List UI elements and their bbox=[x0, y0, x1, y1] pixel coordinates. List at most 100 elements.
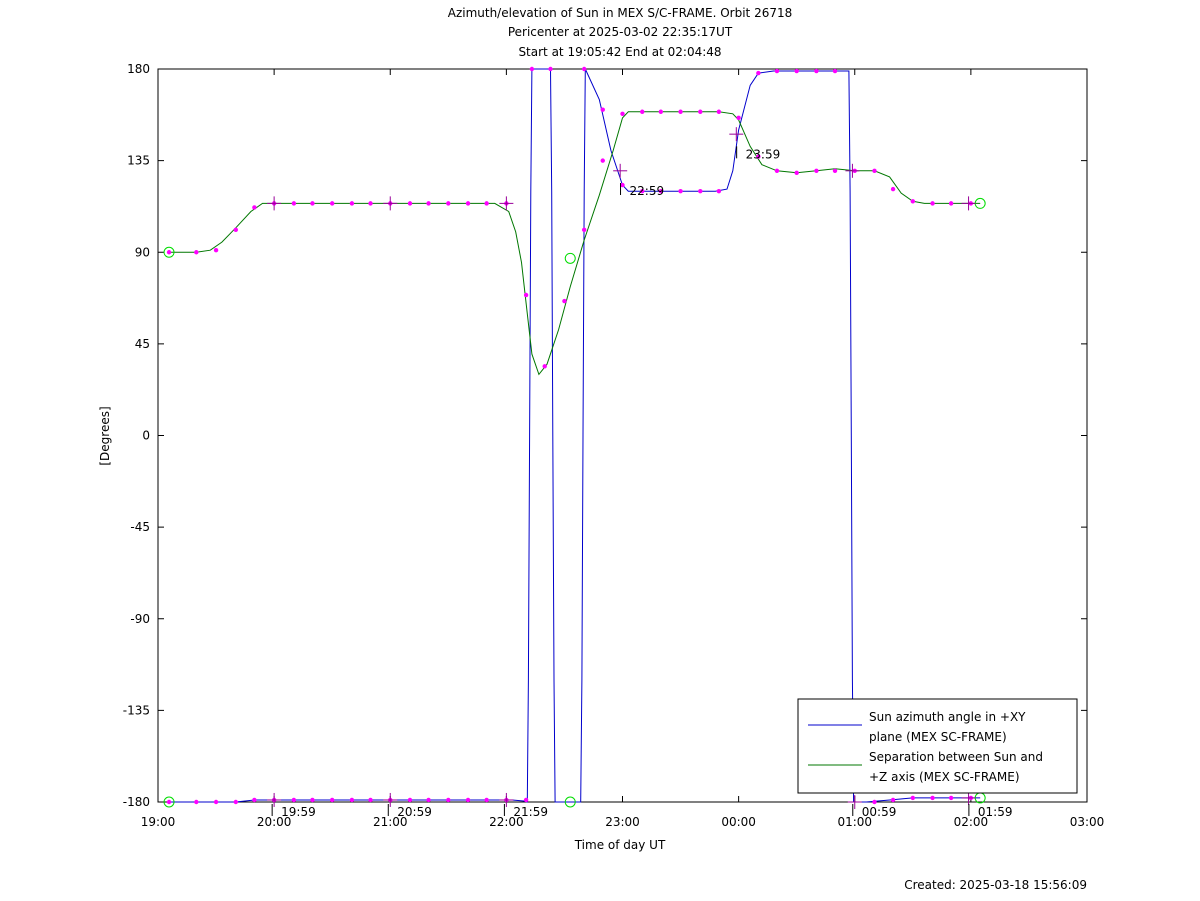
y-tick-label-7: -135 bbox=[123, 703, 150, 717]
series-0-endpoint-1 bbox=[564, 796, 576, 808]
series-0-point-23 bbox=[620, 182, 625, 188]
series-0-point-35 bbox=[890, 797, 896, 803]
series-1-point-16 bbox=[484, 201, 489, 206]
series-0-point-8 bbox=[329, 797, 335, 803]
series-0-point-32 bbox=[814, 68, 819, 74]
series-0-point-30 bbox=[774, 68, 780, 74]
y-tick-label-4: 0 bbox=[142, 429, 150, 443]
series-0-endpoint-0 bbox=[163, 796, 175, 808]
annotation-label-5: 00:59 bbox=[862, 805, 897, 819]
series-1-point-32 bbox=[794, 170, 799, 176]
x-tick-label-4: 23:00 bbox=[605, 815, 640, 829]
series-layer bbox=[163, 66, 986, 809]
series-0-point-10 bbox=[368, 797, 373, 803]
series-1-point-20 bbox=[562, 298, 567, 304]
plot-frame bbox=[157, 68, 1088, 803]
series-0-point-3 bbox=[233, 799, 239, 805]
series-0-point-1 bbox=[194, 799, 199, 805]
series-0-point-18 bbox=[523, 797, 529, 803]
x-tick-label-1: 20:00 bbox=[257, 815, 292, 829]
series-1-point-39 bbox=[930, 201, 935, 206]
y-tick-label-0: 180 bbox=[127, 62, 150, 76]
annotation-label-1: 20:59 bbox=[397, 805, 432, 819]
series-0-point-37 bbox=[930, 795, 935, 801]
series-1-point-3 bbox=[233, 227, 239, 233]
x-tick-label-5: 00:00 bbox=[721, 815, 756, 829]
series-0-point-16 bbox=[484, 797, 489, 803]
y-tick-label-5: -45 bbox=[130, 520, 150, 534]
series-line-1 bbox=[169, 111, 981, 376]
series-1-point-13 bbox=[426, 201, 431, 206]
series-1-point-38 bbox=[910, 199, 916, 204]
series-0-point-19 bbox=[529, 66, 535, 72]
series-0-point-13 bbox=[426, 797, 431, 803]
series-1-point-9 bbox=[349, 201, 355, 206]
x-tick-label-6: 01:00 bbox=[837, 815, 872, 829]
series-1-point-8 bbox=[329, 201, 335, 206]
annotation-label-6: 01:59 bbox=[978, 805, 1013, 819]
x-axis-label: Time of day UT bbox=[574, 838, 666, 852]
annotation-label-2: 21:59 bbox=[513, 805, 548, 819]
series-1-point-2 bbox=[213, 248, 219, 253]
series-0-point-15 bbox=[465, 797, 471, 803]
x-tick-label-8: 03:00 bbox=[1070, 815, 1105, 829]
y-tick-label-2: 90 bbox=[135, 245, 150, 259]
legend-label-1-1: +Z axis (MEX SC-FRAME) bbox=[869, 770, 1020, 784]
legend-box bbox=[797, 698, 1078, 794]
series-0-point-7 bbox=[310, 797, 315, 803]
series-1-point-23 bbox=[620, 111, 625, 116]
series-1-point-1 bbox=[194, 250, 199, 255]
series-0-point-0 bbox=[166, 799, 172, 805]
legend-label-0-1: plane (MEX SC-FRAME) bbox=[869, 730, 1007, 744]
series-1-point-25 bbox=[658, 109, 664, 114]
series-0-point-38 bbox=[948, 795, 954, 801]
chart-title: Azimuth/elevation of Sun in MEX S/C-FRAM… bbox=[448, 6, 793, 59]
series-1-point-40 bbox=[948, 201, 954, 206]
series-0-point-26 bbox=[678, 188, 683, 194]
series-0-point-6 bbox=[291, 797, 297, 803]
annotation-label-0: 19:59 bbox=[281, 805, 316, 819]
series-0-point-31 bbox=[794, 68, 799, 74]
title-line-3: Start at 19:05:42 End at 02:04:48 bbox=[518, 45, 721, 59]
series-0-point-27 bbox=[698, 188, 703, 194]
legend: Sun azimuth angle in +XY plane (MEX SC-FR… bbox=[797, 698, 1078, 794]
series-1-point-18 bbox=[523, 292, 529, 298]
series-1-point-22 bbox=[600, 158, 605, 163]
y-axis-label: [Degrees] bbox=[98, 406, 112, 465]
series-1-point-15 bbox=[465, 201, 471, 206]
series-1-point-0 bbox=[166, 250, 172, 255]
legend-label-1-0: Separation between Sun and bbox=[869, 750, 1043, 764]
title-line-2: Pericenter at 2025-03-02 22:35:17UT bbox=[508, 25, 733, 39]
series-0-point-14 bbox=[446, 797, 451, 803]
series-1-point-10 bbox=[368, 201, 373, 206]
series-0-point-36 bbox=[910, 795, 916, 801]
series-1-point-19 bbox=[542, 364, 547, 369]
y-tick-label-6: -90 bbox=[130, 612, 150, 626]
series-1-point-36 bbox=[872, 168, 877, 174]
series-1-endpoint-0 bbox=[163, 246, 175, 258]
x-tick-label-2: 21:00 bbox=[373, 815, 408, 829]
series-line-0 bbox=[169, 68, 981, 803]
series-0-point-22 bbox=[600, 107, 605, 112]
series-0-point-20 bbox=[548, 66, 553, 72]
series-0-point-4 bbox=[252, 797, 257, 803]
annotation-label-4: 23:59 bbox=[746, 147, 781, 161]
y-tick-label-1: 135 bbox=[127, 154, 150, 168]
series-0-point-9 bbox=[349, 797, 355, 803]
x-tick-label-7: 02:00 bbox=[954, 815, 989, 829]
y-tick-label-3: 45 bbox=[135, 337, 150, 351]
series-0-point-12 bbox=[407, 797, 413, 803]
y-tick-label-8: -180 bbox=[123, 795, 150, 809]
series-1-point-26 bbox=[678, 109, 683, 114]
series-1-point-24 bbox=[640, 109, 645, 114]
series-0-point-24 bbox=[640, 188, 645, 194]
x-tick-label-0: 19:00 bbox=[141, 815, 176, 829]
series-1-point-28 bbox=[716, 109, 722, 114]
series-1-point-31 bbox=[774, 168, 780, 174]
axis-ticks: 19:00 20:00 21:00 22:00 23:00 00:00 01:00 02:00… bbox=[123, 62, 1105, 829]
series-1-point-14 bbox=[446, 201, 451, 206]
series-1-point-33 bbox=[814, 168, 819, 174]
series-0-point-25 bbox=[658, 188, 664, 194]
series-1-point-27 bbox=[698, 109, 703, 114]
